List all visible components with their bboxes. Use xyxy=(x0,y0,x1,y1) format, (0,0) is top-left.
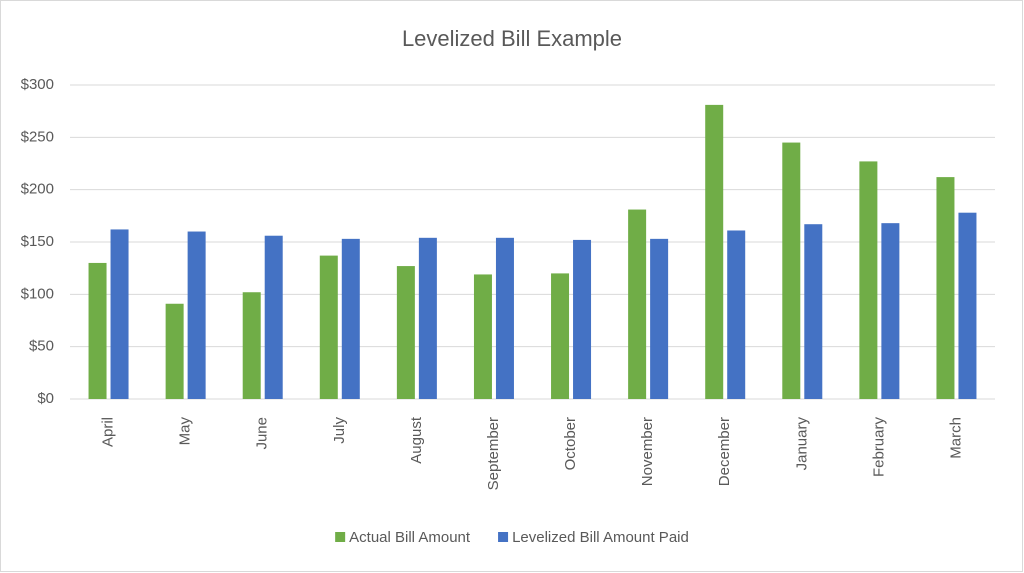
bar xyxy=(881,223,900,399)
y-tick-label: $200 xyxy=(21,181,54,198)
bar xyxy=(573,239,592,399)
chart-title: Levelized Bill Example xyxy=(402,26,622,51)
x-tick-label: November xyxy=(639,417,656,486)
legend-swatch xyxy=(498,532,509,542)
bar xyxy=(341,238,360,399)
legend-swatch xyxy=(335,532,346,542)
y-tick-label: $50 xyxy=(29,338,54,355)
bar xyxy=(319,255,338,399)
bar xyxy=(705,104,724,400)
bar xyxy=(187,231,206,399)
y-tick-label: $0 xyxy=(37,390,54,407)
legend-label: Levelized Bill Amount Paid xyxy=(512,529,689,546)
bar xyxy=(396,266,415,399)
y-tick-label: $100 xyxy=(21,285,54,302)
bar xyxy=(650,238,669,399)
x-tick-label: June xyxy=(254,417,271,450)
x-tick-label: August xyxy=(408,416,425,464)
x-tick-label: March xyxy=(947,417,964,459)
legend-label: Actual Bill Amount xyxy=(349,529,471,546)
bar xyxy=(782,142,801,400)
bar xyxy=(473,274,492,399)
x-tick-label: July xyxy=(331,417,348,444)
x-tick-label: December xyxy=(716,417,733,486)
bar xyxy=(936,177,955,399)
bar xyxy=(165,303,184,399)
bar xyxy=(110,229,129,399)
y-tick-label: $300 xyxy=(21,76,54,93)
x-tick-label: October xyxy=(562,417,579,470)
bar xyxy=(264,235,283,399)
bar xyxy=(958,212,977,399)
bar xyxy=(88,262,107,399)
x-tick-label: September xyxy=(485,417,502,490)
bar xyxy=(495,237,514,399)
bar xyxy=(551,273,570,399)
y-tick-label: $250 xyxy=(21,128,54,145)
y-tick-label: $150 xyxy=(21,233,54,250)
x-tick-label: April xyxy=(100,417,117,447)
bar xyxy=(628,209,647,399)
x-tick-label: May xyxy=(177,417,194,446)
bar xyxy=(418,237,437,399)
bar xyxy=(804,224,823,399)
bar xyxy=(727,230,746,399)
x-tick-label: January xyxy=(793,417,810,471)
bar xyxy=(242,292,261,399)
bar xyxy=(859,161,878,399)
x-tick-label: February xyxy=(870,417,887,478)
